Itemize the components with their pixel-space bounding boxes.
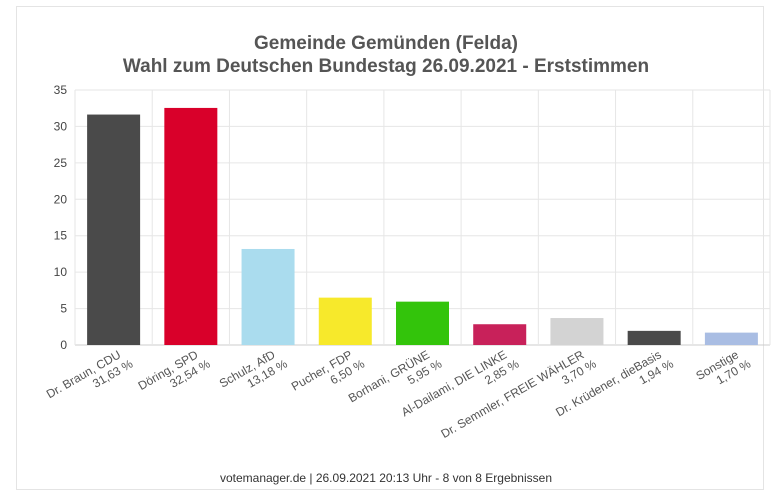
y-tick-label: 25 — [54, 156, 68, 170]
bar[interactable] — [164, 107, 218, 346]
bar[interactable] — [704, 332, 758, 345]
bar[interactable] — [627, 330, 681, 345]
bar[interactable] — [87, 114, 141, 345]
chart-title: Gemeinde Gemünden (Felda) — [254, 33, 518, 54]
y-tick-label: 20 — [54, 192, 68, 206]
y-tick-label: 35 — [54, 83, 68, 97]
y-tick-label: 15 — [54, 229, 68, 243]
y-tick-label: 5 — [60, 302, 67, 316]
y-tick-label: 30 — [54, 119, 68, 133]
bar[interactable] — [550, 318, 604, 345]
chart-panel — [16, 6, 764, 490]
y-tick-label: 10 — [54, 265, 68, 279]
chart-subtitle: Wahl zum Deutschen Bundestag 26.09.2021 … — [122, 56, 650, 77]
bar[interactable] — [241, 248, 295, 345]
bar[interactable] — [396, 301, 449, 345]
bar[interactable] — [318, 297, 372, 345]
y-axis-ticks: 0 5 10 15 20 25 30 35 — [54, 83, 68, 352]
footer-source: votemanager.de | 26.09.2021 20:13 Uhr - … — [219, 471, 552, 485]
bar[interactable] — [473, 324, 527, 345]
bars — [87, 107, 758, 346]
y-tick-label: 0 — [60, 338, 67, 352]
